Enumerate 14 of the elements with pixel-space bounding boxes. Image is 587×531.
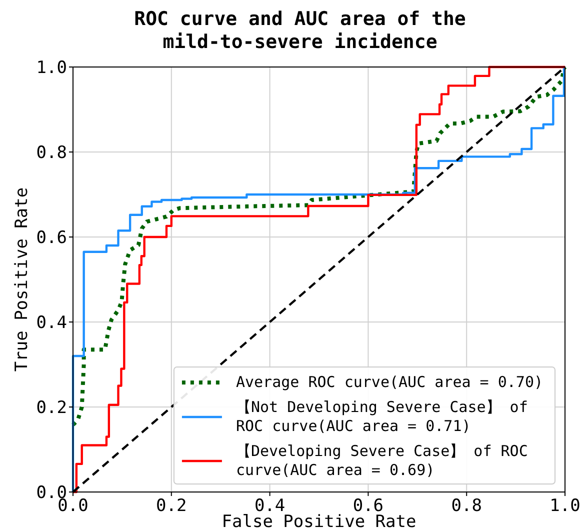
legend-label: 【Developing Severe Case】 of ROC curve(AUC area = 0.69) bbox=[236, 442, 528, 479]
chart-title: ROC curve and AUC area of the mild-to-severe incidence bbox=[134, 8, 466, 53]
y-tick-label: 0.2 bbox=[36, 398, 67, 418]
y-tick-label: 0.6 bbox=[36, 228, 67, 248]
y-tick-label: 0.8 bbox=[36, 143, 67, 163]
x-tick-label: 1.0 bbox=[550, 496, 580, 516]
x-tick-label: 0.2 bbox=[156, 496, 187, 516]
legend-label: 【Not Developing Severe Case】 of ROC curve(AUC area = 0.71) bbox=[236, 398, 528, 435]
y-tick-label: 1.0 bbox=[36, 58, 67, 78]
legend-label: Average ROC curve(AUC area = 0.70) bbox=[236, 373, 543, 391]
line-series bbox=[72, 66, 566, 494]
y-tick-label: 0.4 bbox=[36, 313, 67, 333]
x-tick-label: 0.8 bbox=[451, 496, 482, 516]
y-axis-title: True Positive Rate bbox=[12, 187, 32, 372]
